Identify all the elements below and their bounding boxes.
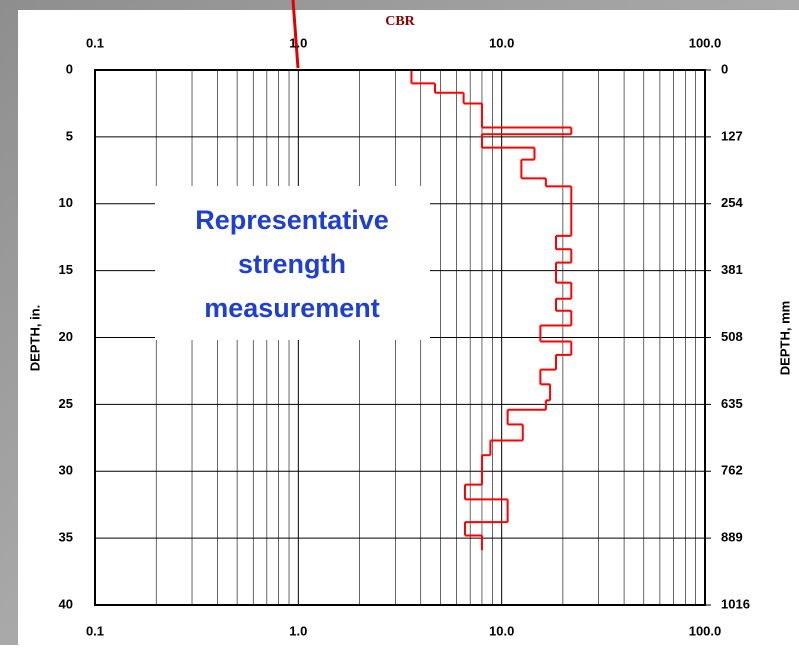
y2-tick-label: 254: [721, 195, 743, 210]
annotation-box: [155, 186, 430, 340]
x-tick-label: 10.0: [489, 35, 514, 50]
y-tick-label: 15: [59, 262, 73, 277]
y2-tick-label: 127: [721, 128, 743, 143]
chart-title: CBR: [385, 14, 415, 29]
y2-tick-label: 1016: [721, 596, 750, 611]
x-tick-label: 0.1: [86, 623, 104, 638]
x-tick-label: 1.0: [289, 35, 307, 50]
y2-tick-label: 762: [721, 463, 743, 478]
pointer: [291, 0, 300, 69]
y-tick-label: 40: [59, 596, 73, 611]
x-tick-label: 100.0: [689, 623, 722, 638]
y2-tick-label: 508: [721, 329, 743, 344]
y-axis-title: DEPTH, in.: [27, 305, 42, 371]
x-tick-label: 0.1: [86, 35, 104, 50]
y2-tick-label: 889: [721, 530, 743, 545]
y-tick-label: 35: [59, 530, 73, 545]
annotation: strength: [238, 249, 346, 279]
y2-tick-label: 0: [721, 61, 728, 76]
y-tick-label: 10: [59, 195, 73, 210]
x-tick-label: 1.0: [289, 623, 307, 638]
y-tick-label: 5: [66, 128, 73, 143]
x-tick-label: 100.0: [689, 35, 722, 50]
annotation: measurement: [204, 293, 380, 323]
y2-tick-label: 381: [721, 262, 743, 277]
y-tick-label: 20: [59, 329, 73, 344]
y-tick-label: 30: [59, 463, 73, 478]
y-tick-label: 25: [59, 396, 73, 411]
y2-tick-label: 635: [721, 396, 743, 411]
annotation: Representative: [195, 205, 389, 235]
y2-axis-title: DEPTH, mm: [777, 301, 792, 375]
series: [410, 70, 573, 551]
x-tick-label: 10.0: [489, 623, 514, 638]
y-tick-label: 0: [66, 61, 73, 76]
